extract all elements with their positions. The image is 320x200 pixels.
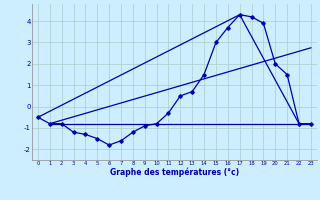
- X-axis label: Graphe des températures (°c): Graphe des températures (°c): [110, 168, 239, 177]
